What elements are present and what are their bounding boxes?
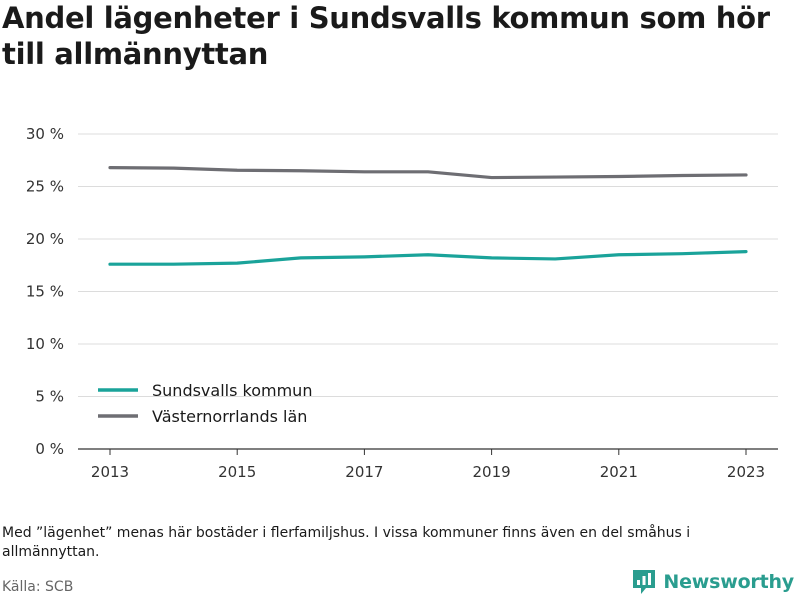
chart-source: Källa: SCB: [2, 579, 74, 595]
chart-title: Andel lägenheter i Sundsvalls kommun som…: [2, 1, 770, 71]
x-tick-label: 2019: [473, 463, 511, 481]
brand-name: Newsworthy: [663, 571, 794, 593]
series-line: [108, 166, 748, 180]
x-tick-label: 2023: [727, 463, 765, 481]
y-tick-label: 15 %: [26, 283, 64, 301]
y-tick-label: 30 %: [26, 125, 64, 143]
y-tick-label: 25 %: [26, 178, 64, 196]
x-tick-label: 2013: [91, 463, 129, 481]
x-tick-label: 2017: [345, 463, 383, 481]
y-tick-label: 0 %: [35, 440, 64, 458]
legend-label: Västernorrlands län: [152, 407, 307, 426]
y-tick-label: 5 %: [35, 388, 64, 406]
y-tick-label: 20 %: [26, 230, 64, 248]
chart-note: Med ”lägenhet” menas här bostäder i fler…: [2, 525, 691, 560]
x-tick-label: 2015: [218, 463, 256, 481]
brand-logo: Newsworthy: [631, 568, 794, 596]
legend-label: Sundsvalls kommun: [152, 381, 312, 400]
x-tick-label: 2021: [600, 463, 638, 481]
newsworthy-logo-icon: [633, 570, 656, 594]
y-tick-label: 10 %: [26, 335, 64, 353]
series-line: [108, 250, 748, 266]
